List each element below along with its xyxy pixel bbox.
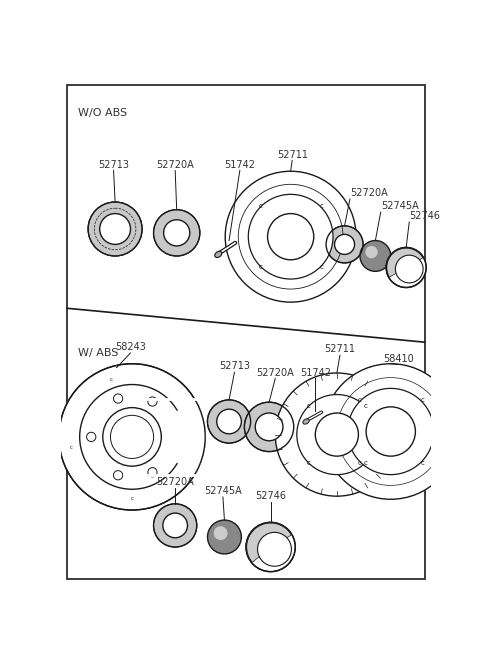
Text: 51742: 51742 [224,160,255,170]
Circle shape [207,520,241,554]
Text: 52713: 52713 [98,160,129,170]
Circle shape [326,226,363,263]
Circle shape [154,210,199,256]
Text: W/O ABS: W/O ABS [78,108,127,118]
Text: c: c [258,264,262,270]
Text: 58410: 58410 [383,353,414,364]
Circle shape [248,194,333,279]
Circle shape [154,505,196,547]
Circle shape [255,413,283,441]
Text: c: c [364,461,368,466]
Text: c: c [420,397,424,403]
Text: c: c [364,403,368,409]
Circle shape [315,413,359,456]
Circle shape [217,409,241,434]
Circle shape [80,384,184,489]
Text: 52713: 52713 [219,361,250,371]
Text: c: c [70,445,73,450]
Circle shape [366,407,415,456]
Text: c: c [258,203,262,209]
Circle shape [323,364,458,499]
Circle shape [88,202,142,256]
Text: 51742: 51742 [300,368,331,378]
Text: c: c [131,496,133,501]
Text: c: c [306,403,310,409]
Circle shape [326,226,363,263]
Circle shape [275,373,398,496]
Circle shape [245,403,293,451]
Text: 52720A: 52720A [350,188,388,198]
Text: 58243: 58243 [115,342,146,352]
Circle shape [208,400,250,443]
Circle shape [207,400,251,443]
Circle shape [214,526,228,540]
Text: 52745A: 52745A [381,201,419,212]
Text: c: c [319,264,323,270]
Text: 52720A: 52720A [156,477,194,487]
Wedge shape [387,248,423,277]
Circle shape [103,407,161,466]
Text: c: c [319,203,323,209]
Circle shape [113,394,123,403]
Circle shape [89,202,142,256]
Text: W/ ABS: W/ ABS [78,348,119,358]
Text: c: c [109,376,112,382]
Circle shape [100,214,131,244]
Text: c: c [358,460,361,466]
Text: 52720A: 52720A [256,368,294,378]
Circle shape [244,402,294,451]
Circle shape [258,532,291,566]
Text: 52746: 52746 [409,212,440,221]
Text: c: c [358,397,361,403]
Text: 52720A: 52720A [156,160,194,170]
Circle shape [297,395,377,474]
Circle shape [148,468,157,477]
Text: 52711: 52711 [324,344,355,355]
Wedge shape [247,523,291,562]
Circle shape [59,364,205,510]
Circle shape [335,235,355,254]
Circle shape [267,214,314,260]
Circle shape [225,171,356,302]
Circle shape [86,432,96,442]
Text: 52711: 52711 [276,150,308,160]
Text: 52745A: 52745A [204,486,242,496]
Circle shape [386,248,426,288]
Circle shape [246,522,295,572]
Text: 52746: 52746 [255,491,286,501]
Ellipse shape [215,251,222,258]
Circle shape [110,415,154,459]
Ellipse shape [303,419,309,424]
Text: c: c [420,460,424,466]
Circle shape [348,388,434,474]
Text: c: c [306,461,310,466]
Circle shape [148,397,157,406]
Circle shape [360,240,391,271]
Circle shape [154,504,197,547]
Circle shape [154,210,200,256]
Circle shape [163,513,188,538]
Circle shape [113,470,123,480]
Wedge shape [132,400,206,474]
Circle shape [396,255,423,283]
Circle shape [365,246,378,258]
Circle shape [164,219,190,246]
